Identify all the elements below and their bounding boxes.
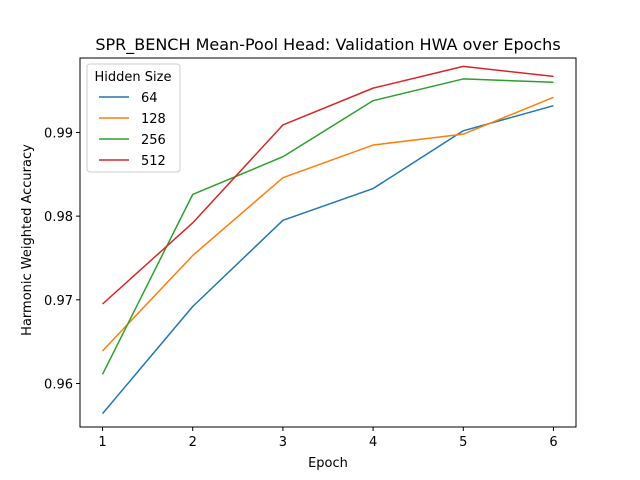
series-lines bbox=[101, 65, 554, 415]
y-tick-label: 0.97 bbox=[44, 294, 73, 309]
y-axis-title: Harmonic Weighted Accuracy bbox=[20, 144, 35, 336]
x-tick-label: 4 bbox=[369, 435, 377, 450]
y-tick-label: 0.99 bbox=[44, 126, 73, 141]
legend-label-256: 256 bbox=[141, 133, 166, 148]
x-tick-label: 3 bbox=[279, 435, 287, 450]
y-tick-label: 0.96 bbox=[44, 377, 73, 392]
legend-box bbox=[86, 63, 181, 173]
y-tick-label: 0.98 bbox=[44, 210, 73, 225]
x-axis-title: Epoch bbox=[308, 456, 348, 471]
x-tick-label: 1 bbox=[98, 435, 106, 450]
series-line-512 bbox=[102, 65, 554, 305]
series-line-256 bbox=[101, 78, 554, 375]
axis-ticks: 1 2 3 4 5 6 0.96 0.97 0.98 0.99 bbox=[44, 126, 558, 450]
legend-label-512: 512 bbox=[141, 154, 166, 169]
x-tick-label: 2 bbox=[189, 435, 197, 450]
legend: Hidden Size 64 128 256 512 bbox=[86, 63, 181, 173]
legend-label-64: 64 bbox=[141, 91, 158, 106]
x-tick-label: 5 bbox=[459, 435, 467, 450]
legend-title: Hidden Size bbox=[95, 70, 172, 85]
plot-frame bbox=[79, 57, 577, 428]
legend-label-128: 128 bbox=[141, 112, 166, 127]
chart-title: SPR_BENCH Mean-Pool Head: Validation HWA… bbox=[95, 35, 560, 55]
legend-entries: 64 128 256 512 bbox=[99, 91, 166, 169]
series-line-128 bbox=[102, 96, 554, 352]
series-line-64 bbox=[101, 104, 554, 415]
x-tick-label: 6 bbox=[549, 435, 557, 450]
